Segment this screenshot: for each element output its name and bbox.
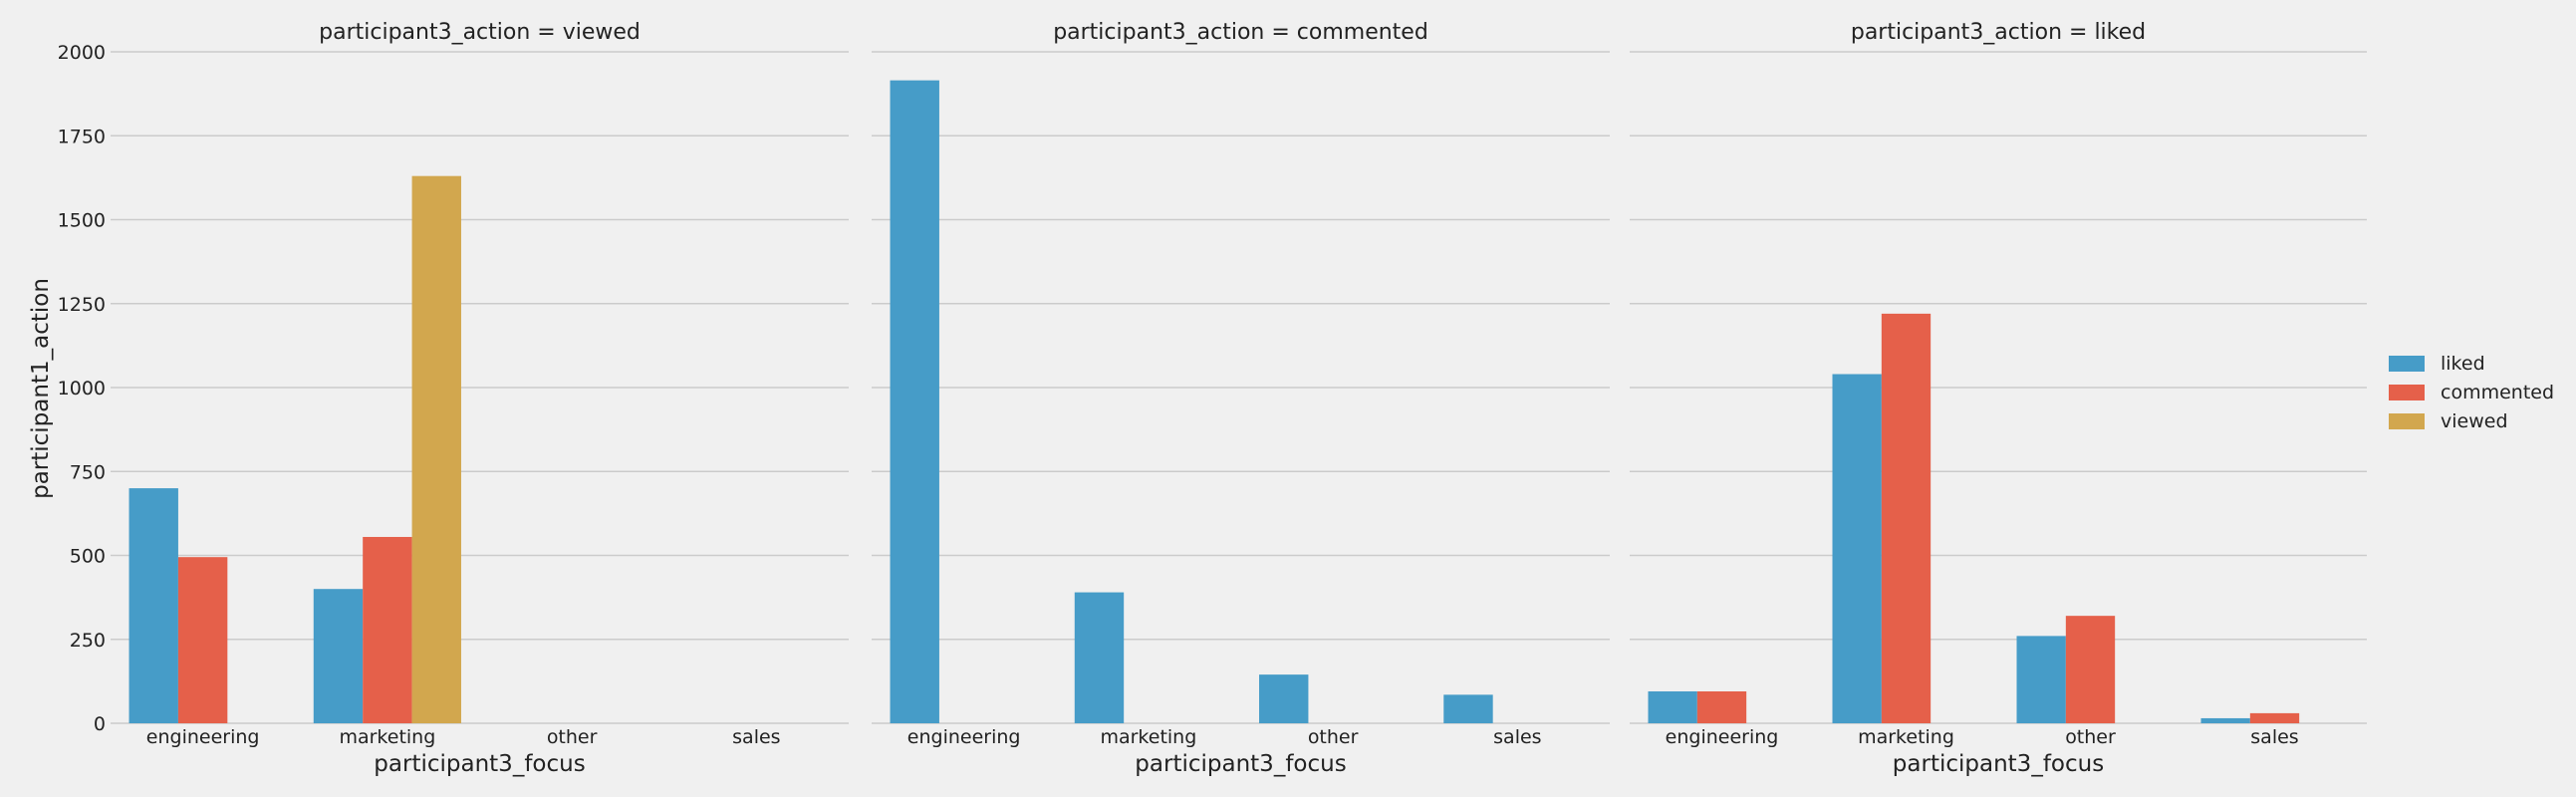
x-tick-label: engineering (146, 726, 260, 748)
bar (1074, 592, 1125, 723)
x-tick-label: engineering (907, 726, 1021, 748)
legend-label: liked (2441, 353, 2485, 375)
legend-swatch (2389, 413, 2425, 429)
x-axis-label: participant3_focus (1893, 751, 2104, 777)
facet-panel: participant3_action = viewed engineering m… (58, 20, 849, 777)
bar (1648, 690, 1697, 723)
x-tick-label: marketing (339, 726, 435, 748)
bar (1832, 374, 1882, 723)
x-tick-label: sales (1493, 726, 1541, 748)
bar (1443, 694, 1493, 723)
bar (313, 589, 364, 723)
bar (1881, 313, 1932, 723)
bar (890, 80, 939, 723)
legend-label: commented (2441, 382, 2554, 403)
bar (2249, 712, 2300, 723)
bar (2200, 717, 2250, 723)
panel-title: participant3_action = commented (1053, 20, 1428, 45)
y-tick-label: 1250 (58, 294, 106, 316)
y-tick-label: 2000 (58, 42, 106, 64)
bar (1696, 690, 1747, 723)
bar (129, 488, 178, 723)
legend-swatch (2389, 385, 2425, 400)
panel-title: participant3_action = liked (1851, 20, 2146, 45)
x-tick-label: sales (2250, 726, 2298, 748)
bar (363, 536, 412, 723)
y-tick-label: 1500 (58, 210, 106, 232)
facet-panel: participant3_action = liked engineering ma… (1630, 20, 2367, 777)
bar (2016, 636, 2066, 723)
bar (177, 557, 228, 723)
y-tick-label: 1000 (58, 378, 106, 399)
legend-swatch (2389, 356, 2425, 372)
x-axis-label: participant3_focus (1135, 751, 1346, 777)
y-tick-label: 750 (70, 461, 106, 483)
bar (411, 175, 461, 723)
chart-panels: participant3_action = viewed engineering m… (58, 20, 2367, 777)
y-tick-label: 1750 (58, 126, 106, 147)
x-axis-label: participant3_focus (374, 751, 585, 777)
panel-title: participant3_action = viewed (319, 20, 641, 45)
legend-label: viewed (2441, 410, 2508, 432)
x-tick-label: marketing (1858, 726, 1954, 748)
facet-panel: participant3_action = commented engineeri… (872, 20, 1610, 777)
x-tick-label: other (1308, 726, 1359, 748)
x-tick-label: other (547, 726, 598, 748)
x-tick-label: sales (732, 726, 780, 748)
bar (1259, 674, 1309, 723)
y-tick-label: 250 (70, 630, 106, 652)
x-tick-label: marketing (1100, 726, 1196, 748)
y-tick-label: 500 (70, 546, 106, 568)
bar (2065, 616, 2116, 723)
legend: liked commented viewed (2389, 353, 2554, 432)
x-tick-label: other (2065, 726, 2116, 748)
y-tick-label: 0 (94, 713, 106, 735)
x-tick-label: engineering (1666, 726, 1779, 748)
y-axis-label: participant1_action (28, 278, 54, 499)
